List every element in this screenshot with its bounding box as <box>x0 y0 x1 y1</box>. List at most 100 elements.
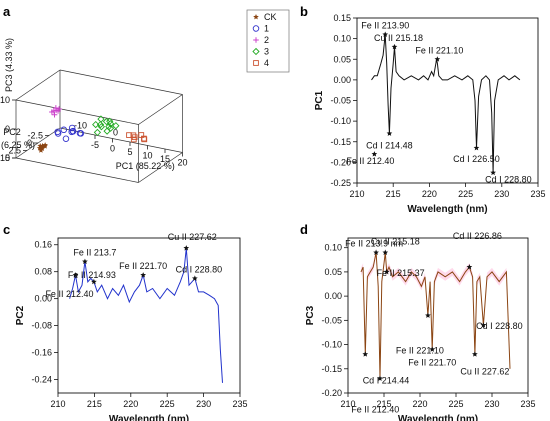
peak-label: Fe II 214.93 <box>68 270 116 280</box>
peak-marker <box>362 351 369 357</box>
peak-label: Fe II 221.10 <box>396 346 444 356</box>
box-edge <box>138 94 183 125</box>
x-tick-label: 210 <box>50 399 65 409</box>
x-tick-label: 230 <box>494 189 509 199</box>
y-tick-label: 0.00 <box>324 291 342 301</box>
data-line <box>371 34 521 173</box>
peak-marker <box>472 351 478 357</box>
x-axis-title: Wavelength (nm) <box>109 414 189 421</box>
peak-label: Cd I 228.80 <box>485 175 532 185</box>
z-axis-title: PC3 (4.33 %) <box>4 38 14 92</box>
peak-marker <box>72 272 79 278</box>
x-tick-label: 5 <box>127 147 132 157</box>
scatter-point-2 <box>56 106 62 112</box>
legend-marker-3 <box>252 47 260 56</box>
x-axis-title: PC1 (85.22 %) <box>116 161 175 171</box>
y-tick-label: -2.5 <box>27 131 43 141</box>
peak-marker <box>82 258 88 265</box>
x-tick-label: 215 <box>376 399 391 409</box>
x-tick-label: 10 <box>142 151 152 161</box>
legend-marker-2 <box>253 37 259 43</box>
scatter-point-1 <box>68 124 76 132</box>
scatter-point-1 <box>54 128 61 136</box>
x-tick-label: 225 <box>448 399 463 409</box>
peak-label: Cd I 226.50 <box>453 154 500 164</box>
scatter-point-3 <box>97 123 106 131</box>
box-edge <box>59 127 183 153</box>
scatter-point-2 <box>51 111 58 118</box>
y-tick-label: 0.10 <box>333 34 351 44</box>
y-tick-label: -0.05 <box>321 315 342 325</box>
peak-label: Fe II 212.40 <box>351 404 399 414</box>
scatter-point-3 <box>96 120 105 129</box>
peak-label: Cu II 227.62 <box>168 232 217 242</box>
peak-marker <box>382 31 389 37</box>
peak-marker <box>373 249 379 255</box>
x-tick-label: 235 <box>232 399 247 409</box>
x-tick-label: -5 <box>91 140 99 150</box>
box-edge <box>15 157 139 183</box>
panel-label-d: d <box>300 222 308 237</box>
peak-marker <box>429 346 436 352</box>
y-tick-label: -0.08 <box>31 321 52 331</box>
y-tick-label: -0.10 <box>330 116 351 126</box>
x-tick-label: 235 <box>530 189 545 199</box>
peak-marker <box>91 278 97 285</box>
peak-label: Fe II 213.9 nm <box>345 239 403 249</box>
y-axis-title: PC2 <box>15 305 26 325</box>
x-tick-label: 215 <box>386 189 401 199</box>
x-tick-label: 220 <box>412 399 427 409</box>
y-tick-label: -0.15 <box>330 137 351 147</box>
x-tick-label: 0 <box>110 144 115 154</box>
peak-label: Cd I 228.80 <box>176 264 223 274</box>
scatter-point-4 <box>130 136 137 143</box>
plot-frame <box>57 237 241 394</box>
x-minor-tick-label: -10 <box>74 121 87 131</box>
y-tick-label: 0.05 <box>324 267 342 277</box>
y-tick-label: -0.15 <box>321 364 342 374</box>
peak-marker <box>192 275 198 281</box>
legend-label-ck: CK <box>264 12 277 22</box>
y-tick-label: -0.20 <box>321 388 342 398</box>
peak-label: Fe II 212.40 <box>45 289 93 299</box>
scatter-point-1 <box>60 126 68 134</box>
legend-marker-1 <box>252 25 260 32</box>
peak-marker <box>391 43 398 50</box>
peak-marker <box>382 249 389 255</box>
scatter-point-ck <box>38 147 44 153</box>
x-tick-label: 235 <box>520 399 535 409</box>
y-axis-title-line2: (6.25 %) <box>1 140 35 150</box>
scatter-point-2 <box>51 108 57 114</box>
x-tick-label: 230 <box>196 399 211 409</box>
scatter-point-1 <box>76 129 84 137</box>
y-tick-label: -0.05 <box>330 96 351 106</box>
legend-label-2: 2 <box>264 35 269 45</box>
peak-marker <box>371 151 378 157</box>
x-tick-label: 15 <box>160 154 170 164</box>
x-tick-label: 230 <box>484 399 499 409</box>
peak-label: Fe II 221.70 <box>119 261 167 271</box>
y-tick-label: 0.08 <box>34 267 52 277</box>
panel-label-b: b <box>300 4 308 19</box>
peak-marker <box>183 245 190 251</box>
y-tick-label: 0.16 <box>34 240 52 250</box>
peak-label: Fe II 221.70 <box>408 357 456 367</box>
x-tick-label: 225 <box>160 399 175 409</box>
z-tick-label: 10 <box>0 95 10 105</box>
x-axis-title: Wavelength (nm) <box>398 414 478 421</box>
y-tick-label: 0.00 <box>333 75 351 85</box>
peak-label: Fe II 213.7 <box>73 248 116 258</box>
peak-label: Cd I 214.48 <box>366 141 413 151</box>
peak-label: Cd I 228.80 <box>476 321 523 331</box>
box-edge <box>138 152 183 183</box>
scatter-point-4 <box>130 132 137 139</box>
box-edge <box>15 69 61 101</box>
scatter-point-3 <box>97 115 105 123</box>
peak-label: Cu II 227.62 <box>460 366 509 376</box>
y-tick-label: -0.20 <box>330 157 351 167</box>
x-axis-title: Wavelength (nm) <box>407 204 487 215</box>
peak-label: Fe II 212.40 <box>346 156 394 166</box>
x-tick-label: 225 <box>458 189 473 199</box>
